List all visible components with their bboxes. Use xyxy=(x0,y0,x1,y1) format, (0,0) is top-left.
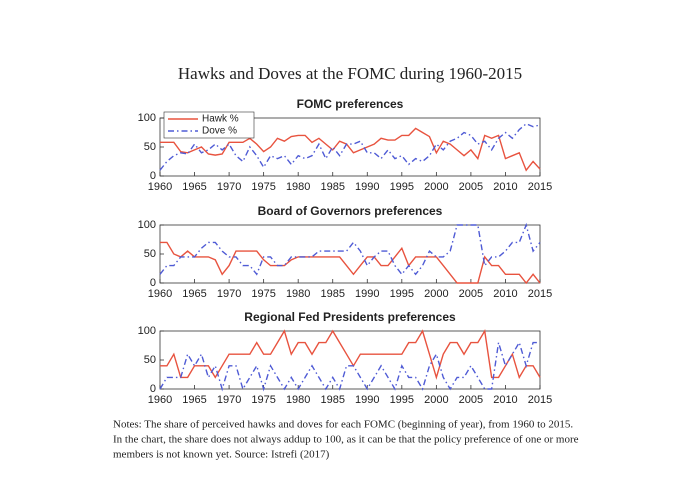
x-tick-label: 1995 xyxy=(390,288,414,300)
x-tick-label: 1965 xyxy=(182,181,206,193)
x-tick-label: 2010 xyxy=(493,394,517,406)
x-tick-label: 1990 xyxy=(355,288,379,300)
chart-title: Board of Governors preferences xyxy=(258,204,443,218)
y-tick-label: 50 xyxy=(144,248,156,260)
x-tick-label: 1975 xyxy=(251,288,275,300)
y-tick-label: 50 xyxy=(144,141,156,153)
x-tick-label: 1995 xyxy=(390,394,414,406)
x-tick-label: 2000 xyxy=(424,394,448,406)
x-tick-label: 1960 xyxy=(148,288,172,300)
x-tick-label: 2005 xyxy=(459,394,483,406)
x-tick-label: 1965 xyxy=(182,394,206,406)
x-tick-label: 1985 xyxy=(320,181,344,193)
x-tick-label: 1985 xyxy=(320,288,344,300)
legend-label: Hawk % xyxy=(202,114,239,125)
chart-title: Regional Fed Presidents preferences xyxy=(244,310,456,324)
x-tick-label: 1970 xyxy=(217,394,241,406)
x-tick-label: 1980 xyxy=(286,394,310,406)
y-tick-label: 0 xyxy=(150,277,156,289)
x-tick-label: 2005 xyxy=(459,288,483,300)
x-tick-label: 1960 xyxy=(148,181,172,193)
data-line xyxy=(159,340,540,392)
figure-title: Hawks and Doves at the FOMC during 1960-… xyxy=(178,64,522,83)
x-tick-label: 2015 xyxy=(528,394,552,406)
y-tick-label: 100 xyxy=(138,219,156,231)
note-line: members is not known yet. Source: Istref… xyxy=(113,449,330,461)
x-tick-label: 2010 xyxy=(493,181,517,193)
x-tick-label: 1970 xyxy=(217,288,241,300)
x-tick-label: 1995 xyxy=(390,181,414,193)
x-tick-label: 2010 xyxy=(493,288,517,300)
x-tick-label: 1980 xyxy=(286,181,310,193)
x-tick-label: 2000 xyxy=(424,181,448,193)
y-tick-label: 50 xyxy=(144,354,156,366)
x-tick-label: 1970 xyxy=(217,181,241,193)
x-tick-label: 2000 xyxy=(424,288,448,300)
x-tick-label: 1990 xyxy=(355,394,379,406)
y-tick-label: 0 xyxy=(150,170,156,182)
data-line xyxy=(159,222,541,276)
data-line xyxy=(160,127,541,172)
x-tick-label: 1980 xyxy=(286,288,310,300)
x-tick-label: 1965 xyxy=(182,288,206,300)
x-tick-label: 2015 xyxy=(528,181,552,193)
note-line: Notes: The share of perceived hawks and … xyxy=(113,419,573,431)
x-tick-label: 1975 xyxy=(251,181,275,193)
note-line: In the chart, the share does not always … xyxy=(113,434,579,446)
y-tick-label: 100 xyxy=(138,325,156,337)
y-tick-label: 0 xyxy=(150,383,156,395)
x-tick-label: 2015 xyxy=(528,288,552,300)
legend-box xyxy=(163,111,255,139)
data-line xyxy=(159,122,541,171)
x-tick-label: 1990 xyxy=(355,181,379,193)
legend-label: Dove % xyxy=(202,126,237,137)
x-tick-label: 1985 xyxy=(320,394,344,406)
data-line xyxy=(160,241,541,285)
chart-title: FOMC preferences xyxy=(297,97,404,111)
x-tick-label: 1975 xyxy=(251,394,275,406)
data-line xyxy=(160,328,541,380)
x-tick-label: 1960 xyxy=(148,394,172,406)
x-tick-label: 2005 xyxy=(459,181,483,193)
y-tick-label: 100 xyxy=(138,112,156,124)
